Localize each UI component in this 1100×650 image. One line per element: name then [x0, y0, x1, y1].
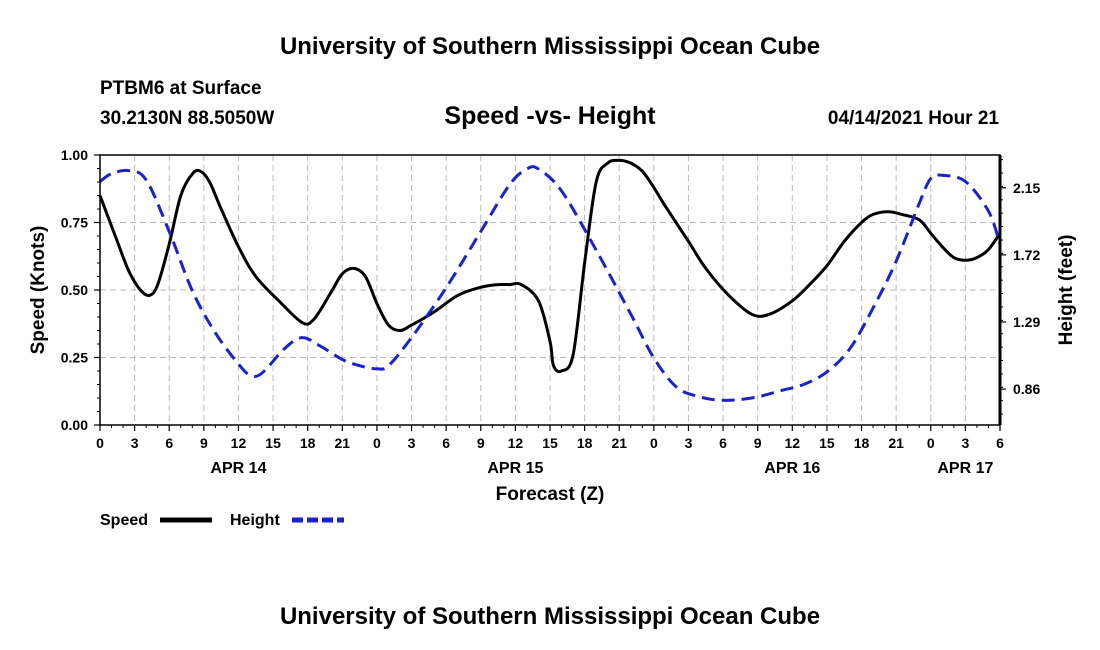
x-tick-label: 18: [577, 435, 593, 451]
y2-tick-label: 1.72: [1013, 247, 1040, 263]
legend-speed-label: Speed: [100, 512, 148, 529]
x-tick-label: 6: [719, 435, 727, 451]
y-tick-label: 0.50: [61, 282, 88, 298]
x-tick-label: 3: [961, 435, 969, 451]
x-tick-label: 15: [265, 435, 281, 451]
x-tick-label: 9: [200, 435, 208, 451]
series-height-line: [99, 165, 1002, 402]
x-tick-label: 3: [131, 435, 139, 451]
page-title: University of Southern Mississippi Ocean…: [280, 33, 820, 60]
y2-tick-label: 1.29: [1013, 314, 1040, 330]
y2-axis-label: Height (feet): [1056, 235, 1077, 346]
y-axis-label: Speed (Knots): [28, 226, 49, 355]
series-layer: [98, 158, 1002, 402]
x-tick-label: 6: [442, 435, 450, 451]
x-tick-label: 12: [231, 435, 247, 451]
series-speed-line: [98, 158, 1002, 374]
x-tick-label: 0: [96, 435, 104, 451]
day-label: APR 15: [487, 460, 543, 477]
y-tick-label: 1.00: [61, 147, 88, 163]
x-axis-label: Forecast (Z): [496, 484, 605, 505]
x-tick-label: 12: [508, 435, 524, 451]
x-tick-label: 18: [300, 435, 316, 451]
grid: [100, 155, 1000, 425]
x-tick-label: 3: [408, 435, 416, 451]
chart-title: Speed -vs- Height: [444, 102, 656, 130]
day-label: APR 17: [937, 460, 993, 477]
x-tick-label: 12: [785, 435, 801, 451]
x-tick-label: 21: [335, 435, 351, 451]
x-tick-label: 21: [611, 435, 627, 451]
x-tick-label: 15: [819, 435, 835, 451]
footer-title: University of Southern Mississippi Ocean…: [280, 603, 820, 630]
x-tick-label: 9: [754, 435, 762, 451]
x-tick-label: 18: [854, 435, 870, 451]
x-tick-label: 0: [373, 435, 381, 451]
x-tick-label: 15: [542, 435, 558, 451]
y-tick-label: 0.75: [61, 215, 88, 231]
y-tick-label: 0.00: [61, 417, 88, 433]
x-tick-label: 6: [165, 435, 173, 451]
y-tick-label: 0.25: [61, 350, 88, 366]
y2-tick-label: 2.15: [1013, 180, 1040, 196]
y2-tick-label: 0.86: [1013, 381, 1040, 397]
legend: Speed Height: [100, 512, 344, 529]
legend-height-label: Height: [230, 512, 280, 529]
date-label: 04/14/2021 Hour 21: [828, 108, 1000, 129]
day-label: APR 16: [764, 460, 820, 477]
station-label: PTBM6 at Surface: [100, 78, 262, 99]
x-tick-label: 9: [477, 435, 485, 451]
x-tick-label: 3: [685, 435, 693, 451]
x-tick-label: 21: [888, 435, 904, 451]
coords-label: 30.2130N 88.5050W: [100, 108, 274, 129]
x-tick-label: 0: [650, 435, 658, 451]
x-tick-label: 0: [927, 435, 935, 451]
ticks: 0 3 6 9 12 15 18 21 0 3 6 9 12 15 18 21 0 3 6 9 12 15 18 21 0 3 6A…: [61, 147, 1041, 477]
x-tick-label: 6: [996, 435, 1004, 451]
day-label: APR 14: [210, 460, 266, 477]
